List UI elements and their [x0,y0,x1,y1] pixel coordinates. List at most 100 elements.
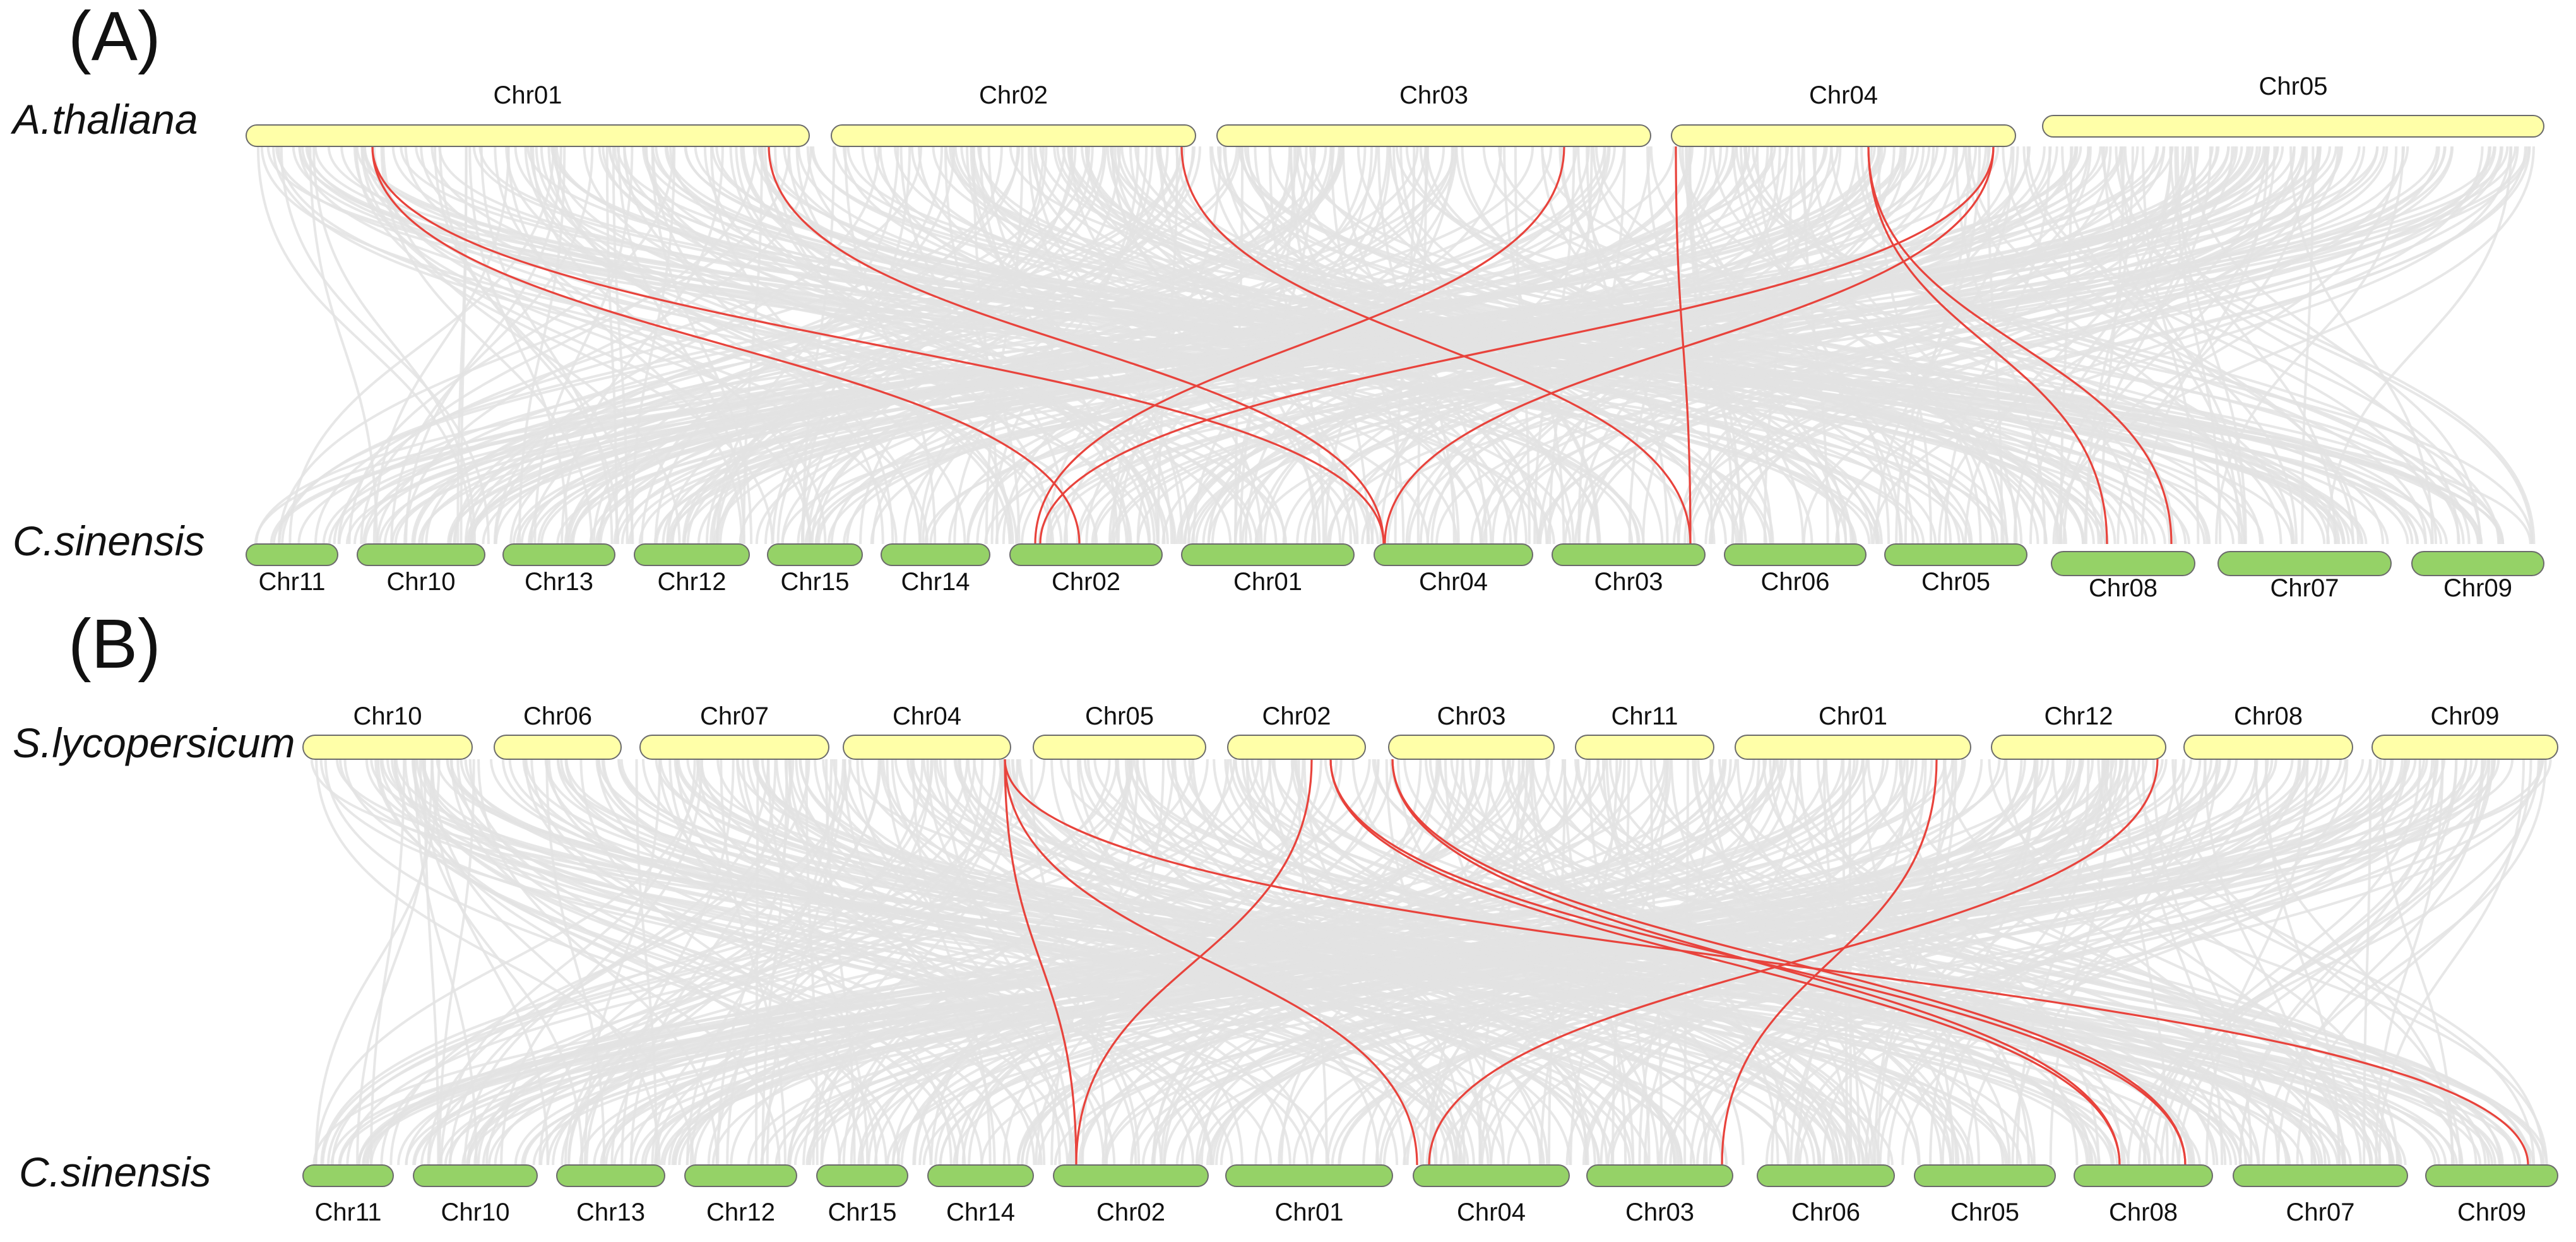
background-link [1731,146,2005,545]
background-link [1129,759,1952,1166]
background-link [2262,759,2547,1166]
background-link [272,146,1098,545]
top-chromosome-bar [1216,124,1651,147]
bottom-chromosome-label: Chr14 [901,568,970,596]
bottom-chromosome-bar [1009,543,1163,566]
bottom-chromosome-label: Chr03 [1625,1198,1694,1226]
background-link [315,759,694,1166]
bottom-chromosome-label: Chr09 [2443,574,2512,602]
highlighted-link [1867,146,2173,545]
background-link [288,146,555,545]
top-chromosome-label: Chr08 [2234,702,2303,730]
background-link [891,759,1243,1166]
background-link [1439,759,2473,1166]
bottom-chromosome-bar [881,543,990,566]
background-link [999,759,1821,1166]
highlighted-link [1391,759,2121,1166]
bottom-chromosome-bar [1413,1164,1570,1187]
top-chromosome-bar [494,735,622,760]
background-link [1872,146,2512,545]
background-link [663,759,2487,1166]
bottom-chromosome-bar [357,543,485,566]
background-link [404,759,864,1166]
background-link [297,146,1828,545]
background-link [477,759,1209,1166]
background-link [554,146,922,545]
background-link [781,146,1625,545]
top-chromosome-label: Chr12 [2045,702,2113,730]
background-link [1798,759,1980,1166]
bottom-chromosome-bar [767,543,863,566]
background-link [1127,759,2548,1166]
bottom-chromosome-label: Chr11 [315,1198,382,1226]
top-chromosome-bar [1227,735,1366,760]
background-link [1207,146,2366,545]
background-link [1664,759,2542,1166]
chromosome-bars [246,115,2558,1187]
background-link [668,759,953,1166]
top-chromosome-label: Chr07 [700,702,769,730]
background-link [2103,146,2241,545]
top-chromosome-label: Chr06 [523,702,592,730]
background-link [1755,146,1890,545]
background-link [469,146,2496,545]
background-link [2171,759,2461,1166]
panel-label-a: (A) [68,0,161,75]
background-link [972,146,999,545]
bottom-chromosome-label: Chr13 [576,1198,645,1226]
background-link [365,759,1783,1166]
background-link [2363,759,2372,1166]
bottom-chromosome-label: Chr08 [2109,1198,2178,1226]
background-link [370,759,1865,1166]
top-chromosome-label: Chr04 [1809,81,1878,109]
background-link [2265,759,2341,1166]
background-link [389,759,852,1166]
background-link [1326,146,2454,545]
background-link [339,759,1856,1166]
bottom-chromosome-label: Chr01 [1233,568,1302,596]
highlighted-link [1867,146,2108,545]
bottom-chromosome-bar [2233,1164,2408,1187]
background-link [746,759,1600,1166]
background-link [597,759,1195,1166]
background-link [467,759,2552,1166]
background-link [1245,759,2089,1166]
background-link [2002,146,2354,545]
background-link [1594,146,2295,545]
top-chromosome-label: Chr10 [353,702,422,730]
highlighted-link [1384,146,1995,545]
background-link [795,759,1314,1166]
background-link [579,759,976,1166]
background-link [2011,759,2185,1166]
background-link [500,759,703,1166]
top-chromosome-bar [831,124,1196,147]
top-chromosome-label: Chr11 [1611,702,1678,730]
highlighted-link [768,146,1385,545]
top-chromosome-label: Chr02 [1262,702,1331,730]
bottom-chromosome-bar [2425,1164,2558,1187]
background-link [314,146,1021,545]
background-link [518,146,566,545]
background-link [686,146,1578,545]
background-link [386,759,1894,1166]
background-link [1152,759,1439,1166]
bottom-chromosome-label: Chr10 [387,568,456,596]
bottom-chromosome-label: Chr03 [1594,568,1663,596]
background-link [278,146,791,545]
bottom-species-label: C.sinensis [19,1149,211,1195]
highlighted-link [1004,759,1077,1166]
background-link [1428,759,2191,1166]
bottom-chromosome-bar [1724,543,1867,566]
background-link [1220,759,2094,1166]
top-chromosome-bar [843,735,1011,760]
bottom-chromosome-bar [1552,543,1706,566]
bottom-chromosome-label: Chr07 [2286,1198,2355,1226]
background-link [689,759,1006,1166]
background-link [720,759,786,1166]
top-chromosome-label: Chr04 [893,702,961,730]
background-link [1455,146,1952,545]
background-link [620,759,735,1166]
background-link [1762,759,2227,1166]
background-link [1113,146,1512,545]
